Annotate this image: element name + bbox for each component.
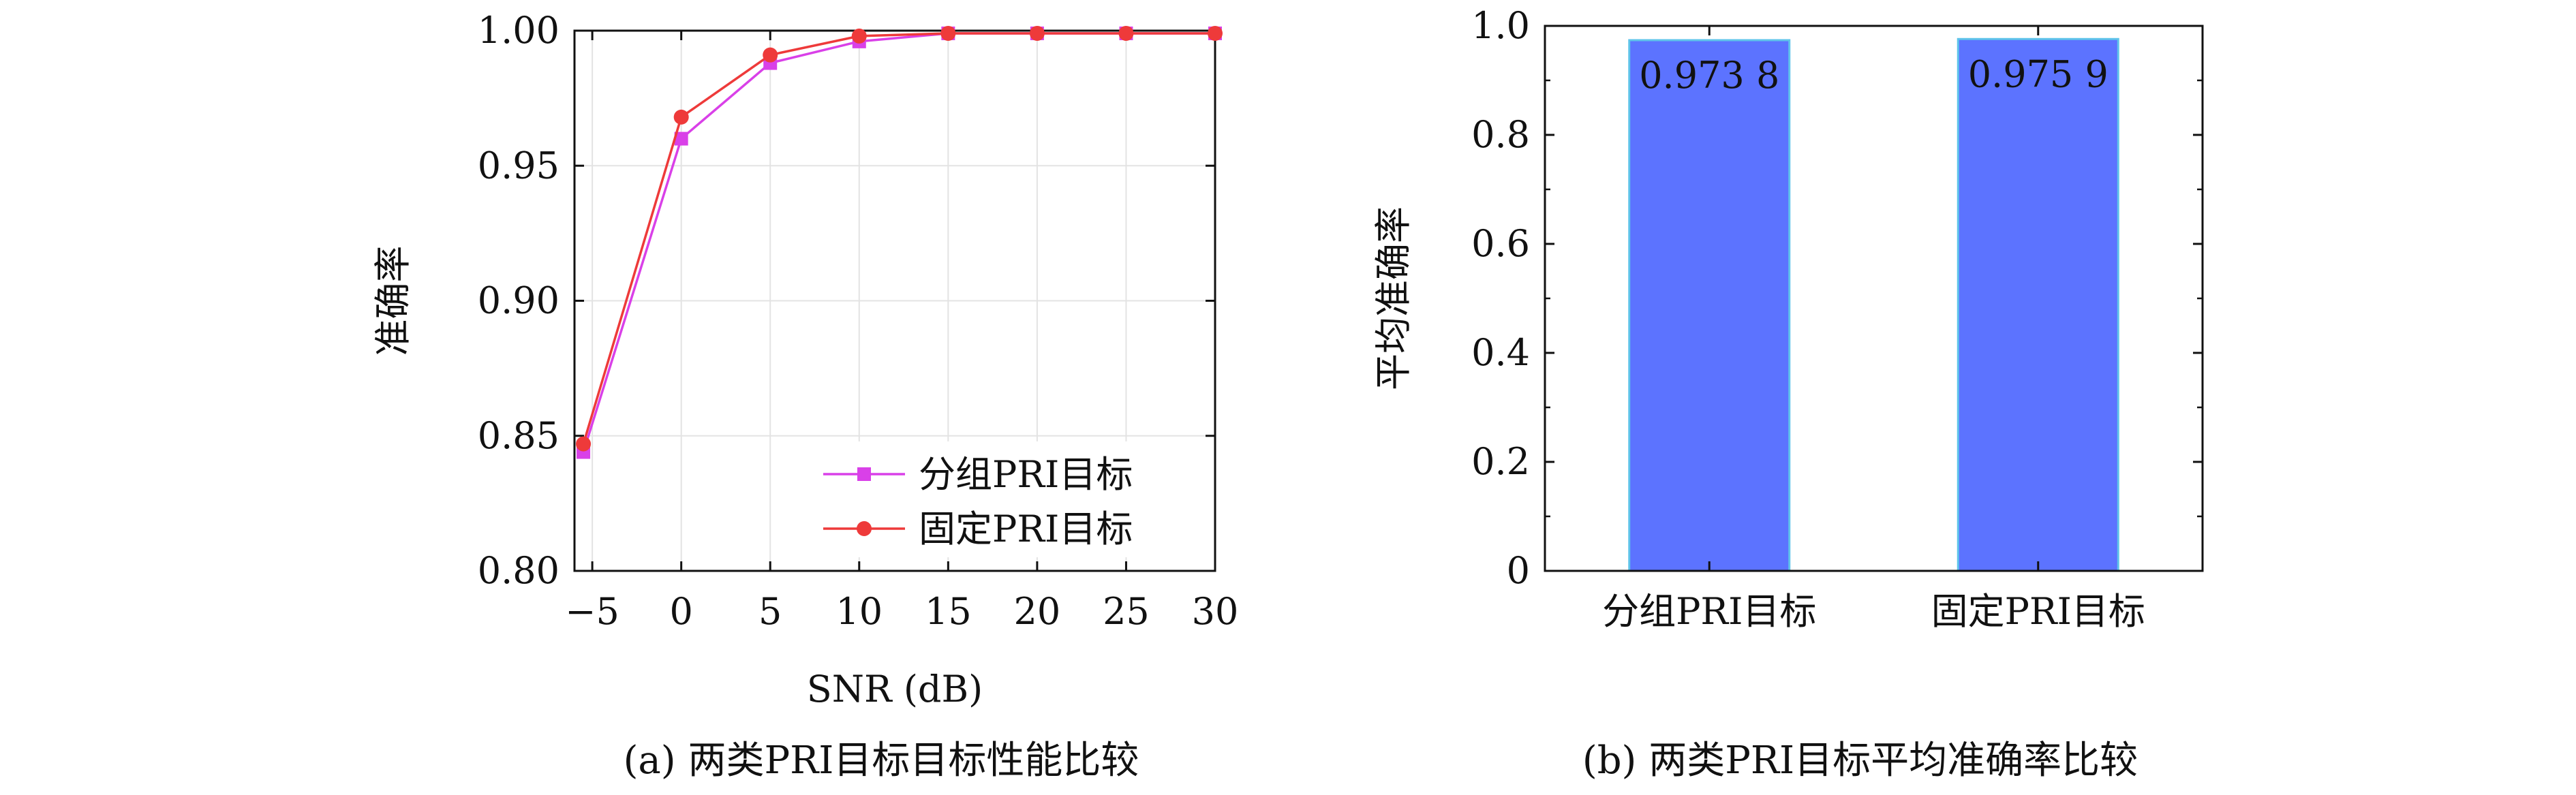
y-tick-label: 1.0	[1471, 4, 1530, 47]
line-chart-panel: 0.80 0.85 0.90 0.95 1.00 −5 0 5 10 15 20 25 30 分组PR…	[371, 9, 1238, 783]
y-tick-label: 0.90	[478, 279, 559, 322]
data-point-circle	[1118, 25, 1134, 41]
data-point-circle	[857, 521, 872, 536]
x-axis-label: SNR (dB)	[807, 668, 983, 711]
data-point-circle	[1208, 25, 1223, 41]
series-line-1	[582, 32, 1215, 453]
y-tick-label: 0	[1507, 549, 1530, 592]
y-tick-label: 0.80	[478, 549, 559, 592]
caption-a: (a) 两类PRI目标目标性能比较	[624, 738, 1139, 783]
x-tick-label: 0	[669, 590, 692, 633]
data-label: 0.975 9	[1968, 52, 2109, 95]
data-point-square	[674, 131, 688, 146]
y-tick-label: 1.00	[478, 9, 559, 52]
x-tick-label: 分组PRI目标	[1602, 590, 1816, 633]
x-tick-labels: 分组PRI目标 固定PRI目标	[1602, 590, 2145, 633]
data-point-circle	[851, 28, 867, 44]
x-tick-label: 10	[835, 590, 883, 633]
tick-marks	[1545, 25, 2203, 572]
y-tick-label: 0.95	[478, 144, 559, 187]
data-point-square	[857, 467, 871, 481]
data-label: 0.973 8	[1639, 54, 1779, 97]
caption-b: (b) 两类PRI目标平均准确率比较	[1582, 738, 2138, 783]
legend-label: 固定PRI目标	[919, 508, 1133, 550]
y-axis-label: 准确率	[371, 246, 414, 356]
bars	[1628, 37, 2119, 572]
x-tick-label: −5	[565, 590, 619, 633]
x-tick-label: 20	[1014, 590, 1061, 633]
y-tick-label: 0.2	[1471, 440, 1530, 483]
data-point-circle	[763, 47, 778, 63]
x-tick-label: 30	[1192, 590, 1239, 633]
x-tick-labels: −5 0 5 10 15 20 25 30	[565, 590, 1238, 633]
data-labels: 0.973 8 0.975 9	[1639, 52, 2109, 97]
y-axis-label: 平均准确率	[1372, 206, 1415, 390]
legend-box	[816, 441, 1198, 557]
data-point-circle	[673, 109, 689, 125]
x-tick-label: 25	[1103, 590, 1150, 633]
y-tick-labels: 0.80 0.85 0.90 0.95 1.00	[478, 9, 559, 592]
x-tick-label: 固定PRI目标	[1931, 590, 2145, 633]
series-group	[576, 25, 1223, 459]
y-tick-label: 0.6	[1471, 222, 1530, 265]
legend-label: 分组PRI目标	[919, 453, 1133, 496]
data-point-circle	[576, 436, 592, 452]
y-tick-label: 0.4	[1471, 331, 1530, 374]
bar	[1957, 37, 2119, 572]
x-tick-label: 15	[925, 590, 972, 633]
x-tick-label: 5	[758, 590, 782, 633]
data-point-circle	[940, 25, 956, 41]
data-point-circle	[1029, 25, 1045, 41]
bar	[1628, 39, 1791, 572]
y-tick-label: 0.85	[478, 414, 559, 457]
y-tick-label: 0.8	[1471, 113, 1530, 156]
series-line-2	[582, 32, 1215, 445]
y-tick-labels: 0 0.2 0.4 0.6 0.8 1.0	[1471, 4, 1530, 592]
